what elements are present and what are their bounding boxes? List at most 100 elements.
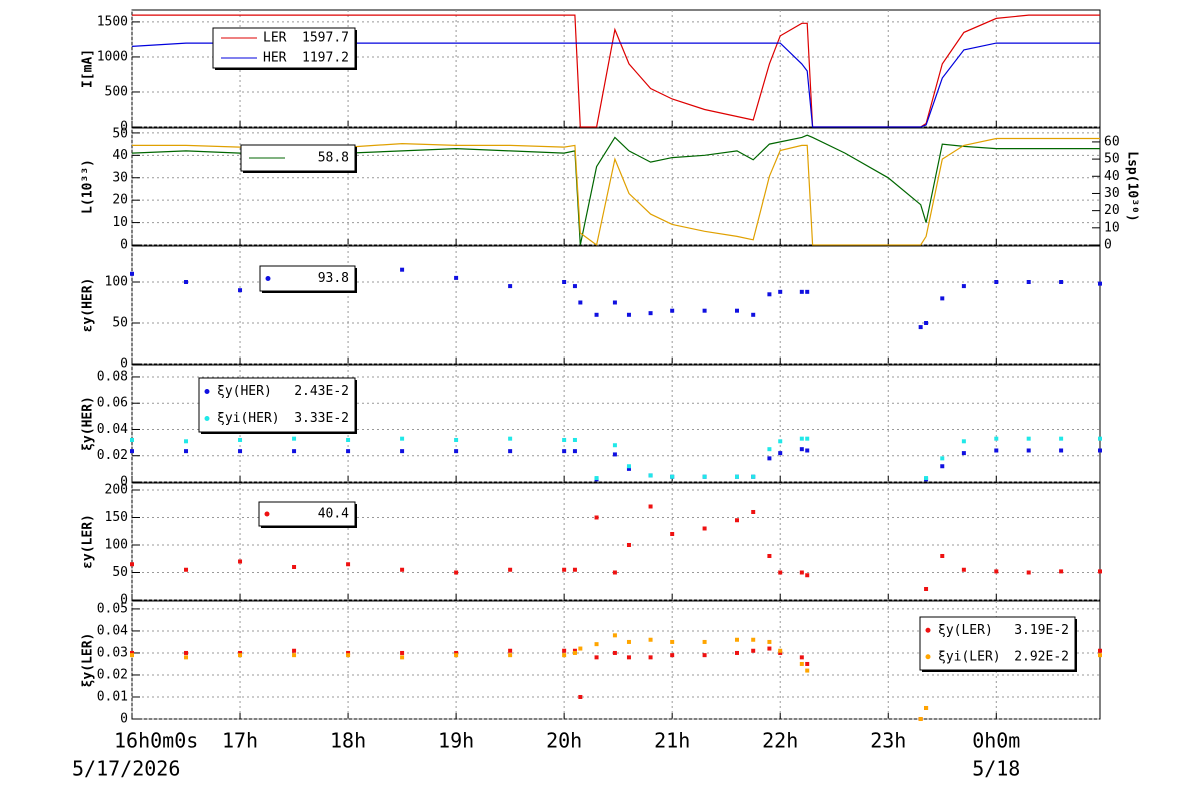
data-point xyxy=(799,447,804,452)
data-point xyxy=(572,449,577,454)
y-tick-label: 0.08 xyxy=(97,369,128,384)
legend-label: ξyi(LER) xyxy=(938,649,1001,664)
data-point xyxy=(1059,279,1064,284)
data-point xyxy=(735,474,739,479)
y-axis-label: ξy(LER) xyxy=(81,633,96,688)
y-tick-label: 40 xyxy=(112,148,128,163)
data-point xyxy=(130,562,134,567)
y-tick-label: 0.04 xyxy=(97,623,128,638)
data-point xyxy=(1059,448,1064,453)
data-point xyxy=(751,637,756,642)
data-point xyxy=(751,648,756,653)
data-point xyxy=(1098,436,1102,441)
legend-value: 40.4 xyxy=(318,507,349,522)
data-point xyxy=(767,447,772,452)
data-point xyxy=(562,449,567,454)
data-point xyxy=(400,655,405,660)
data-point xyxy=(924,705,929,710)
y2-tick-label: 50 xyxy=(1104,152,1120,167)
data-point xyxy=(184,567,189,572)
legend-box xyxy=(212,27,356,69)
data-point xyxy=(799,661,804,666)
legend-value: 1197.2 xyxy=(302,51,349,66)
data-point xyxy=(670,474,675,479)
legend-marker xyxy=(204,389,210,394)
data-point xyxy=(184,655,189,660)
legend-box xyxy=(259,265,356,292)
data-point xyxy=(238,650,243,655)
data-point xyxy=(626,464,631,469)
data-point xyxy=(961,451,966,456)
data-point xyxy=(612,443,617,448)
data-point xyxy=(670,653,675,658)
data-point xyxy=(702,526,707,531)
y-tick-label: 0.03 xyxy=(97,645,128,660)
data-point xyxy=(1059,436,1064,441)
data-point xyxy=(648,504,653,509)
data-point xyxy=(626,639,631,644)
data-point xyxy=(562,653,567,658)
data-point xyxy=(1026,570,1031,575)
data-point xyxy=(670,531,675,536)
legend-label: ξy(LER) xyxy=(938,623,993,638)
data-point xyxy=(508,449,513,454)
data-point xyxy=(130,653,134,658)
data-point xyxy=(572,567,577,572)
y-tick-label: 0 xyxy=(120,357,128,372)
data-point xyxy=(130,271,134,276)
data-point xyxy=(805,661,810,666)
data-point xyxy=(940,464,945,469)
data-point xyxy=(612,570,617,575)
legend-marker xyxy=(925,627,931,633)
data-point xyxy=(578,300,583,305)
data-point xyxy=(130,437,134,442)
y-tick-label: 100 xyxy=(105,274,128,289)
series-line xyxy=(132,137,1100,247)
y-tick-label: 1500 xyxy=(97,14,128,29)
data-point xyxy=(508,653,513,658)
y-axis-label: ξy(HER) xyxy=(81,396,96,451)
data-point xyxy=(799,570,804,575)
data-point xyxy=(292,564,297,569)
x-tick-label: 16h0m0s xyxy=(114,729,198,753)
y-tick-label: 0.05 xyxy=(97,601,128,616)
data-point xyxy=(778,289,783,294)
data-point xyxy=(735,518,739,523)
data-point xyxy=(572,284,577,289)
legend-marker xyxy=(925,654,931,660)
data-point xyxy=(940,456,945,461)
data-point xyxy=(400,567,405,572)
y2-tick-label: 20 xyxy=(1104,203,1120,218)
data-point xyxy=(238,288,243,293)
data-point xyxy=(994,448,999,453)
data-point xyxy=(594,476,599,481)
y2-tick-label: 40 xyxy=(1104,169,1120,184)
data-point xyxy=(1098,281,1102,286)
x-tick-label: 19h xyxy=(438,729,474,753)
data-point xyxy=(184,439,189,444)
data-point xyxy=(346,437,351,442)
data-point xyxy=(508,648,513,653)
data-point xyxy=(1098,648,1102,653)
data-point xyxy=(238,437,243,442)
y2-tick-label: 30 xyxy=(1104,186,1120,201)
data-point xyxy=(130,449,134,454)
data-point xyxy=(767,646,772,651)
data-point xyxy=(735,637,739,642)
data-point xyxy=(594,312,599,317)
y-tick-label: 20 xyxy=(112,193,128,208)
data-point xyxy=(702,639,707,644)
data-point xyxy=(751,474,756,479)
data-point xyxy=(562,567,567,572)
data-point xyxy=(130,650,134,655)
data-point xyxy=(961,567,966,572)
data-point xyxy=(778,451,783,456)
plot-frame xyxy=(131,364,1101,483)
data-point xyxy=(805,289,810,294)
data-point xyxy=(184,279,189,284)
legend-marker xyxy=(265,276,271,281)
plot-frame xyxy=(131,245,1101,365)
data-point xyxy=(454,437,459,442)
data-point xyxy=(1026,448,1031,453)
y2-tick-label: 10 xyxy=(1104,220,1120,235)
